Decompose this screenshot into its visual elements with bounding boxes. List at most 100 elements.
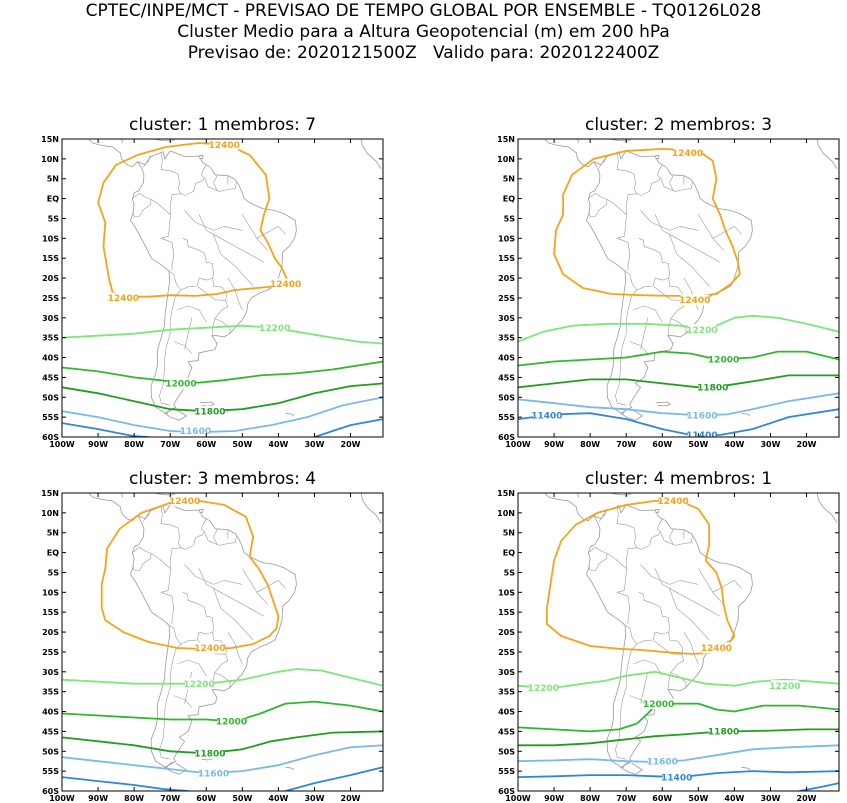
- country-border: [627, 254, 631, 271]
- svg-text:11600: 11600: [198, 769, 229, 779]
- lon-label: 30W: [304, 794, 324, 803]
- lat-label: 40S: [42, 354, 59, 363]
- lon-label: 100W: [49, 440, 75, 449]
- lat-label: 45S: [42, 727, 59, 736]
- country-border: [184, 210, 243, 231]
- map-area: 12400 12400 12200 12000 11800 11600 11400 11400: [518, 139, 839, 437]
- panel-title: cluster: 3 membros: 4: [129, 469, 316, 489]
- lat-label: 50S: [42, 393, 59, 402]
- lon-label: 60W: [652, 440, 672, 449]
- lon-label: 20W: [341, 440, 361, 449]
- coastline: [199, 154, 204, 159]
- lon-label: 50W: [688, 794, 708, 803]
- lat-label: 10S: [498, 588, 515, 597]
- svg-text:12200: 12200: [769, 682, 800, 692]
- lat-label: 20S: [498, 628, 515, 637]
- contour-label-11400: 11400: [686, 429, 718, 437]
- lat-label: 15N: [41, 489, 59, 498]
- lat-label: 30S: [498, 314, 515, 323]
- svg-text:11400: 11400: [661, 773, 692, 783]
- country-border: [180, 531, 205, 550]
- lon-label: 90W: [544, 794, 564, 803]
- lat-label: 25S: [498, 648, 515, 657]
- contour-11200: [799, 782, 839, 791]
- country-border: [640, 564, 699, 585]
- country-border: [168, 271, 182, 297]
- contour-label-11800: 11800: [194, 747, 226, 759]
- map-area: 12400 12400 12200 12200 12000 11800 11600 11400: [518, 493, 839, 791]
- country-border: [683, 631, 699, 665]
- coastline: [361, 493, 382, 524]
- country-border: [132, 547, 152, 571]
- lat-label: 5N: [503, 175, 515, 184]
- lat-label: 60S: [498, 787, 515, 796]
- svg-text:11600: 11600: [686, 411, 717, 421]
- contour-12200: [62, 668, 383, 687]
- country-border: [615, 295, 632, 406]
- country-border: [213, 588, 254, 641]
- coastline: [153, 139, 176, 142]
- country-border: [182, 592, 214, 635]
- coastline: [199, 401, 215, 407]
- map-panel-2: cluster: 2 membros: 3 12400 12400 12200 1200…: [497, 115, 840, 449]
- contour-12400: [97, 142, 289, 298]
- contour-label-12400: 12400: [701, 642, 732, 654]
- map-panel-3: cluster: 3 membros: 4 12400 12400 12200 1200…: [41, 469, 384, 803]
- country-border: [184, 564, 243, 585]
- lat-label: 35S: [42, 334, 59, 343]
- contour-label-11400: 11400: [661, 771, 692, 783]
- svg-text:11800: 11800: [194, 407, 225, 417]
- lat-label: 30S: [498, 668, 515, 677]
- contour-11400: [314, 418, 383, 437]
- lon-label: 50W: [232, 440, 252, 449]
- country-border: [640, 671, 649, 704]
- contour-label-11800: 11800: [708, 725, 739, 738]
- contour-label-12000: 12000: [165, 377, 197, 390]
- svg-text:12400: 12400: [169, 497, 200, 507]
- contour-12000: [518, 702, 839, 733]
- lat-label: 60S: [498, 433, 515, 442]
- lat-label: 10S: [42, 234, 59, 243]
- contour-12400: [553, 148, 741, 297]
- svg-text:12000: 12000: [708, 356, 739, 366]
- country-border: [160, 505, 182, 548]
- country-border: [198, 214, 265, 263]
- lon-label: 80W: [124, 440, 144, 449]
- lat-label: 15N: [497, 489, 515, 498]
- coastline: [544, 493, 594, 522]
- country-border: [712, 580, 742, 593]
- coastline: [130, 150, 297, 415]
- coastline: [285, 766, 294, 771]
- country-border: [668, 632, 684, 655]
- country-border: [656, 164, 664, 179]
- country-border: [213, 175, 218, 191]
- contour-12400: [100, 500, 280, 651]
- lat-label: 10N: [41, 155, 59, 164]
- lat-label: 5N: [47, 529, 59, 538]
- country-border: [656, 518, 664, 533]
- lon-label: 50W: [232, 794, 252, 803]
- country-border: [184, 317, 193, 350]
- country-border: [669, 529, 674, 545]
- country-border: [624, 271, 638, 297]
- map-panel-4: cluster: 4 membros: 1 12400 12400 12200 1220…: [497, 469, 840, 803]
- coastline: [817, 493, 838, 524]
- lon-label: 30W: [760, 794, 780, 803]
- country-border: [633, 305, 663, 322]
- country-border: [669, 234, 710, 287]
- country-border: [660, 531, 693, 546]
- map-area: 12400 12400 12400 12200 12000 11800 11600: [62, 139, 383, 437]
- lon-label: 80W: [580, 440, 600, 449]
- country-border: [616, 505, 638, 548]
- contour-11600: [62, 396, 383, 434]
- contour-11800: [62, 730, 383, 755]
- lat-label: EQ: [47, 549, 59, 558]
- country-border: [629, 341, 649, 354]
- country-border: [625, 193, 638, 216]
- coastline: [655, 154, 660, 159]
- lat-label: 10S: [42, 588, 59, 597]
- lon-label: 30W: [760, 440, 780, 449]
- panel-frame: [517, 492, 840, 792]
- country-border: [160, 569, 175, 609]
- svg-text:12200: 12200: [686, 326, 717, 336]
